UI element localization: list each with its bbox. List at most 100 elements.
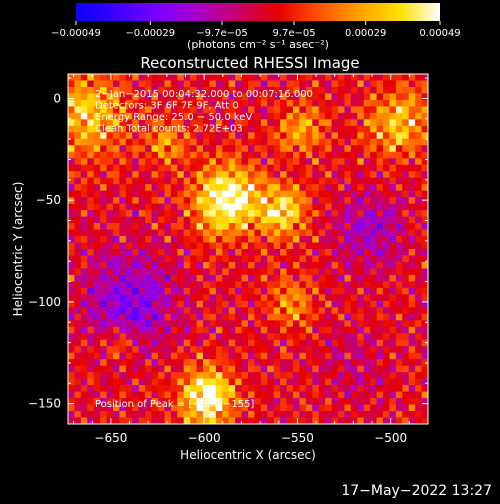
heatmap-cell [293,184,300,192]
heatmap-cell [305,300,313,308]
heatmap-cell [145,287,152,295]
heatmap-cell [183,229,191,237]
heatmap-cell [158,404,165,412]
heatmap-cell [222,236,230,243]
heatmap-cell [305,417,313,425]
heatmap-cell [363,391,371,399]
heatmap-cell [228,294,236,302]
heatmap-cell [222,417,230,425]
heatmap-cell [318,372,326,380]
heatmap-cell [106,151,114,159]
heatmap-cell [151,171,159,179]
heatmap-cell [415,385,422,392]
heatmap-cell [293,365,300,373]
heatmap-cell [344,132,352,140]
heatmap-cell [312,125,320,133]
heatmap-cell [68,294,75,302]
heatmap-cell [267,339,275,347]
heatmap-cell [106,378,114,386]
heatmap-cell [158,74,165,81]
heatmap-cell [338,145,345,153]
heatmap-cell [286,417,294,425]
heatmap-cell [254,307,262,315]
heatmap-cell [190,398,197,405]
heatmap-cell [183,249,191,256]
heatmap-cell [170,300,178,308]
heatmap-cell [241,80,249,88]
heatmap-cell [183,281,191,289]
heatmap-cell [74,197,82,205]
heatmap-cell [113,151,120,159]
heatmap-cell [106,411,114,418]
heatmap-cell [241,391,249,399]
heatmap-cell [119,307,127,315]
heatmap-cell [299,145,307,153]
heatmap-cell [196,281,204,289]
heatmap-cell [299,261,307,269]
heatmap-cell [389,398,397,405]
heatmap-cell [113,398,120,405]
heatmap-cell [421,398,429,405]
heatmap-cell [125,138,133,146]
heatmap-cell [170,112,178,120]
heatmap-cell [357,385,365,392]
heatmap-cell [209,74,217,81]
heatmap-cell [286,125,294,133]
heatmap-cell [331,268,339,276]
heatmap-cell [363,177,371,185]
heatmap-cell [286,339,294,347]
heatmap-cell [376,391,384,399]
heatmap-cell [402,125,410,133]
heatmap-cell [170,365,178,373]
heatmap-cell [395,391,403,399]
heatmap-cell [80,223,88,230]
heatmap-cell [305,352,313,360]
heatmap-cell [402,158,410,166]
heatmap-cell [132,119,140,127]
heatmap-cell [344,80,352,88]
heatmap-cell [293,132,300,140]
heatmap-cell [260,190,268,198]
heatmap-cell [74,307,82,315]
heatmap-cell [273,197,281,205]
heatmap-cell [299,86,307,94]
heatmap-cell [312,236,320,243]
heatmap-cell [209,242,217,250]
heatmap-cell [203,249,210,256]
heatmap-cell [415,261,422,269]
heatmap-cell [273,320,281,328]
heatmap-cell [145,242,152,250]
heatmap-cell [100,268,107,276]
heatmap-cell [164,404,172,412]
heatmap-cell [286,99,294,107]
heatmap-cell [151,242,159,250]
heatmap-cell [87,320,95,328]
heatmap-cell [164,190,172,198]
heatmap-cell [421,184,429,192]
heatmap-cell [325,255,332,263]
heatmap-cell [331,138,339,146]
heatmap-cell [370,106,377,114]
heatmap-cell [138,74,146,81]
heatmap-cell [113,145,120,153]
heatmap-cell [151,125,159,133]
heatmap-cell [395,80,403,88]
heatmap-cell [408,287,416,295]
heatmap-cell [350,398,358,405]
heatmap-cell [235,313,242,321]
heatmap-cell [325,210,332,217]
heatmap-cell [100,229,107,237]
heatmap-cell [260,93,268,101]
heatmap-cell [363,93,371,101]
heatmap-cell [125,352,133,360]
heatmap-cell [203,242,210,250]
heatmap-cell [331,255,339,263]
heatmap-cell [190,281,197,289]
heatmap-cell [170,333,178,341]
heatmap-cell [100,99,107,107]
heatmap-cell [370,112,377,120]
heatmap-cell [325,268,332,276]
heatmap-cell [344,242,352,250]
heatmap-cell [74,86,82,94]
heatmap-cell [215,326,223,334]
